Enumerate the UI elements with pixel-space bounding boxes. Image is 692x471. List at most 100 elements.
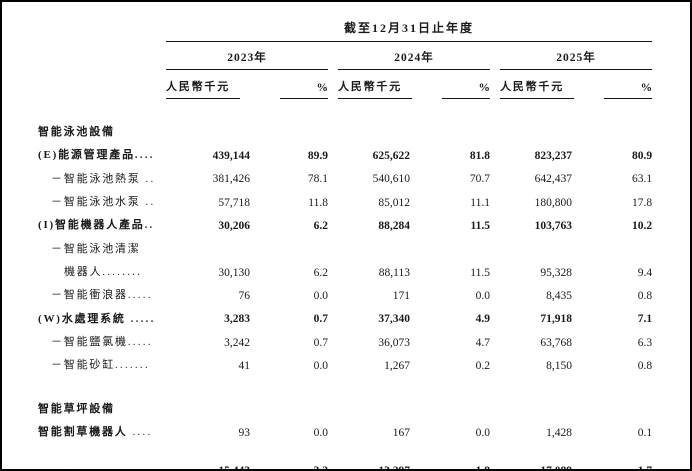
percent-2024: 4.9 — [475, 313, 490, 326]
percent-header-2025: % — [604, 82, 653, 99]
amount-2023: 30,130 — [218, 266, 250, 279]
table-body: 智能泳池設備 (E)能源管理產品.... 439,144 89.9 625,62… — [38, 99, 653, 469]
row-label-cell: (E)能源管理產品.... — [38, 142, 166, 165]
footnote-marker: (1) — [64, 467, 73, 469]
dot-leader: ..... — [127, 290, 153, 302]
dot-leader: .. — [144, 220, 155, 232]
row-label: －智能砂缸 — [51, 359, 115, 372]
row-label-cell: (W)水處理系統 ..... — [38, 306, 166, 329]
percent-2025: 0.8 — [637, 290, 653, 303]
amount-2023: 381,426 — [212, 173, 250, 186]
row-label: (E)能源管理產品 — [38, 149, 135, 162]
amount-2024: 171 — [392, 290, 410, 303]
table-row: －智能衝浪器..... 76 0.0 171 0.0 8,435 0.8 — [38, 282, 652, 305]
amount-2024: 13,297 — [340, 462, 410, 469]
amount-2025: 103,763 — [534, 220, 572, 233]
table-row: (I)智能機器人產品.. 30,206 6.2 88,284 11.5 103,… — [38, 212, 652, 235]
row-label-cell: 智能草坪設備 — [38, 396, 166, 419]
row-label: (I)智能機器人產品 — [38, 219, 145, 232]
amount-unit-header-2025: 人民幣千元 — [500, 78, 574, 99]
table-row — [38, 376, 652, 396]
row-label: 機器人 — [64, 265, 103, 278]
percent-2025: 7.1 — [637, 313, 653, 326]
amount-2024: 36,073 — [378, 336, 410, 349]
amount-2023: 15,443 — [178, 462, 250, 469]
amount-2024: 540,610 — [372, 173, 410, 186]
row-label-cell: 智能泳池設備 — [38, 119, 166, 142]
amount-2024: 88,284 — [378, 220, 410, 233]
row-label-cell: 其他(1) ............. — [38, 462, 166, 469]
percent-2025: 0.1 — [637, 426, 653, 439]
percent-2024: 81.8 — [469, 150, 490, 163]
dot-leader: ..... — [127, 336, 153, 348]
amount-2023: 3,283 — [224, 313, 250, 326]
subheader-row: 人民幣千元 % 人民幣千元 % 人民幣千元 % — [38, 70, 653, 99]
amount-2023: 439,144 — [212, 150, 250, 163]
amount-2025: 17,089 — [502, 462, 572, 469]
dot-leader: ........ — [102, 266, 143, 278]
amount-unit-header-2024: 人民幣千元 — [338, 78, 412, 99]
percent-2023: 3.2 — [262, 462, 328, 469]
percent-2024: 11.5 — [470, 220, 491, 233]
dot-leader: ....... — [115, 360, 150, 372]
amount-2024: 85,012 — [378, 196, 410, 209]
amount-unit-header-2023: 人民幣千元 — [166, 78, 240, 99]
table-row — [38, 442, 652, 462]
amount-2024: 88,113 — [378, 266, 410, 279]
amount-2023: 93 — [238, 426, 251, 439]
percent-2024: 0.2 — [475, 360, 490, 373]
amount-2024: 1,267 — [384, 360, 410, 373]
table-row: 智能草坪設備 — [38, 396, 652, 419]
percent-2023: 0.7 — [313, 336, 328, 349]
row-label: －智能泳池清潔 — [51, 242, 141, 255]
row-label-cell: (I)智能機器人產品.. — [38, 212, 166, 235]
amount-2025: 8,435 — [546, 290, 572, 303]
empty-corner-cell — [38, 15, 166, 42]
table-row: －智能泳池清潔 — [38, 236, 652, 259]
amount-2024: 625,622 — [372, 150, 410, 163]
row-label-cell: －智能泳池水泵 .. — [38, 189, 166, 212]
amount-2025: 95,328 — [540, 266, 572, 279]
percent-2023: 89.9 — [307, 150, 328, 163]
amount-2025: 642,437 — [534, 173, 572, 186]
dot-leader: ..... — [125, 313, 156, 325]
dot-leader: .. — [140, 196, 156, 208]
percent-2025: 6.3 — [637, 336, 653, 349]
dot-leader: .. — [140, 173, 156, 185]
dot-leader: .... — [127, 426, 153, 438]
table-row: －智能砂缸....... 41 0.0 1,267 0.2 8,150 0.8 — [38, 352, 652, 375]
row-label: (W)水處理系統 — [38, 312, 126, 325]
spacer-row — [38, 442, 652, 462]
amount-2025: 823,237 — [534, 150, 572, 163]
table-row: 機器人........ 30,130 6.2 88,113 11.5 95,32… — [38, 259, 652, 282]
row-label-cell: 智能割草機器人 .... — [38, 419, 166, 442]
amount-2024: 37,340 — [378, 313, 410, 326]
table-row — [38, 99, 652, 119]
percent-2024: 4.7 — [475, 336, 490, 349]
percent-2023: 11.8 — [308, 196, 328, 209]
amount-2023: 57,718 — [218, 196, 250, 209]
spacer-row — [38, 99, 652, 119]
percent-2023: 0.7 — [313, 313, 328, 326]
percent-2024: 11.1 — [470, 196, 490, 209]
percent-2025: 80.9 — [631, 150, 653, 163]
row-label-cell: －智能砂缸....... — [38, 352, 166, 375]
percent-header-2023: % — [280, 82, 328, 99]
percent-2024: 0.0 — [475, 426, 490, 439]
percent-2023: 6.2 — [313, 220, 328, 233]
amount-2024: 167 — [392, 426, 410, 439]
percent-2024: 1.8 — [422, 462, 490, 469]
year-header-2025: 2025年 — [500, 47, 653, 70]
year-header-row: 2023年 2024年 2025年 — [38, 42, 653, 70]
row-label-cell: 機器人........ — [38, 259, 166, 282]
row-label: 智能泳池設備 — [38, 125, 115, 138]
table-row: 智能泳池設備 — [38, 119, 652, 142]
table-row: (E)能源管理產品.... 439,144 89.9 625,622 81.8 … — [38, 142, 652, 165]
percent-2025: 9.4 — [637, 266, 653, 279]
percent-2024: 70.7 — [469, 173, 490, 186]
amount-2023: 41 — [238, 360, 251, 373]
dot-leader: .... — [134, 150, 155, 162]
amount-2025: 63,768 — [540, 336, 572, 349]
percent-2025: 10.2 — [631, 220, 653, 233]
